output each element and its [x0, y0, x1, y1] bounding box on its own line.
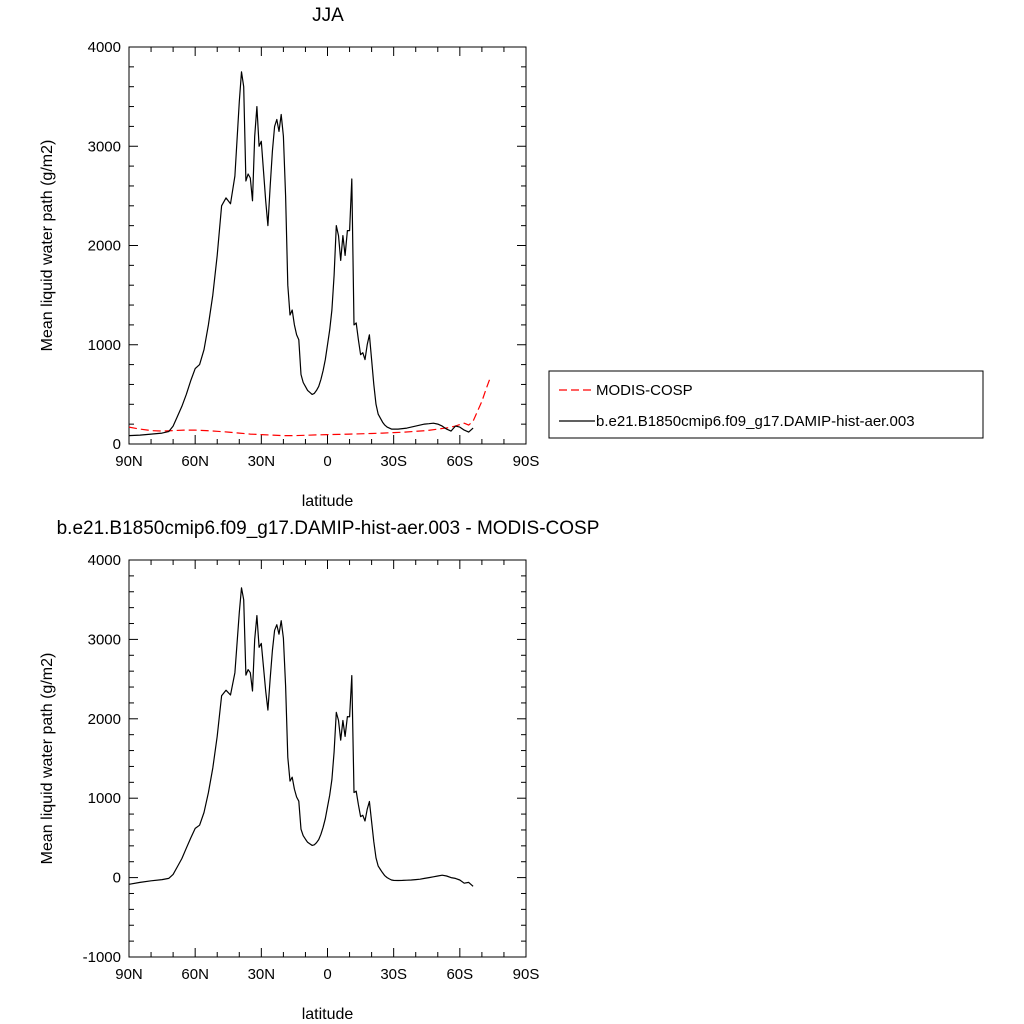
x-tick-label: 60S	[446, 453, 473, 470]
y-tick-label: 0	[113, 436, 121, 453]
x-tick-label: 30S	[380, 966, 407, 983]
x-tick-label: 90S	[513, 966, 540, 983]
legend-box	[548, 370, 984, 439]
y-axis-label: Mean liquid water path (g/m2)	[39, 653, 56, 865]
y-tick-label: -1000	[83, 949, 121, 966]
legend-label: MODIS-COSP	[596, 382, 693, 399]
y-axis-label: Mean liquid water path (g/m2)	[39, 140, 56, 352]
x-tick-label: 60N	[181, 966, 209, 983]
y-tick-label: 1000	[88, 790, 121, 807]
x-tick-label: 0	[323, 453, 331, 470]
y-tick-label: 4000	[88, 552, 121, 569]
x-tick-label: 0	[323, 966, 331, 983]
y-tick-label: 2000	[88, 711, 121, 728]
x-tick-label: 90N	[115, 966, 143, 983]
x-tick-label: 60N	[181, 453, 209, 470]
x-tick-label: 30N	[248, 966, 276, 983]
plot-frame	[128, 46, 527, 445]
x-tick-label: 30S	[380, 453, 407, 470]
bottom-panel: b.e21.B1850cmip6.f09_g17.DAMIP-hist-aer.…	[39, 518, 599, 1023]
chart-title: b.e21.B1850cmip6.f09_g17.DAMIP-hist-aer.…	[57, 518, 600, 539]
legend: MODIS-COSP b.e21.B1850cmip6.f09_g17.DAMIP…	[548, 370, 984, 439]
x-tick-label: 30N	[248, 453, 276, 470]
y-tick-label: 1000	[88, 337, 121, 354]
y-tick-label: 4000	[88, 39, 121, 56]
y-tick-label: 3000	[88, 631, 121, 648]
series-line-b-e21-b1850cmip6-f09-g17-damip-hist-aer-003	[128, 71, 474, 437]
chart-title: JJA	[312, 5, 344, 26]
y-tick-label: 2000	[88, 238, 121, 255]
plot-frame	[128, 559, 527, 958]
x-axis-label: latitude	[302, 493, 354, 510]
x-tick-label: 90N	[115, 453, 143, 470]
y-tick-label: 0	[113, 870, 121, 887]
y-tick-label: 3000	[88, 138, 121, 155]
series-line-modis-cosp	[128, 376, 492, 437]
series-line-difference	[128, 587, 474, 887]
legend-label: b.e21.B1850cmip6.f09_g17.DAMIP-hist-aer.…	[596, 413, 915, 430]
x-tick-label: 60S	[446, 966, 473, 983]
top-panel: JJA 90N 60N 30N 0 30S 60S 90S 0 1000 2000 3000 4000 l…	[39, 5, 539, 510]
x-axis-label: latitude	[302, 1006, 354, 1023]
x-tick-label: 90S	[513, 453, 540, 470]
